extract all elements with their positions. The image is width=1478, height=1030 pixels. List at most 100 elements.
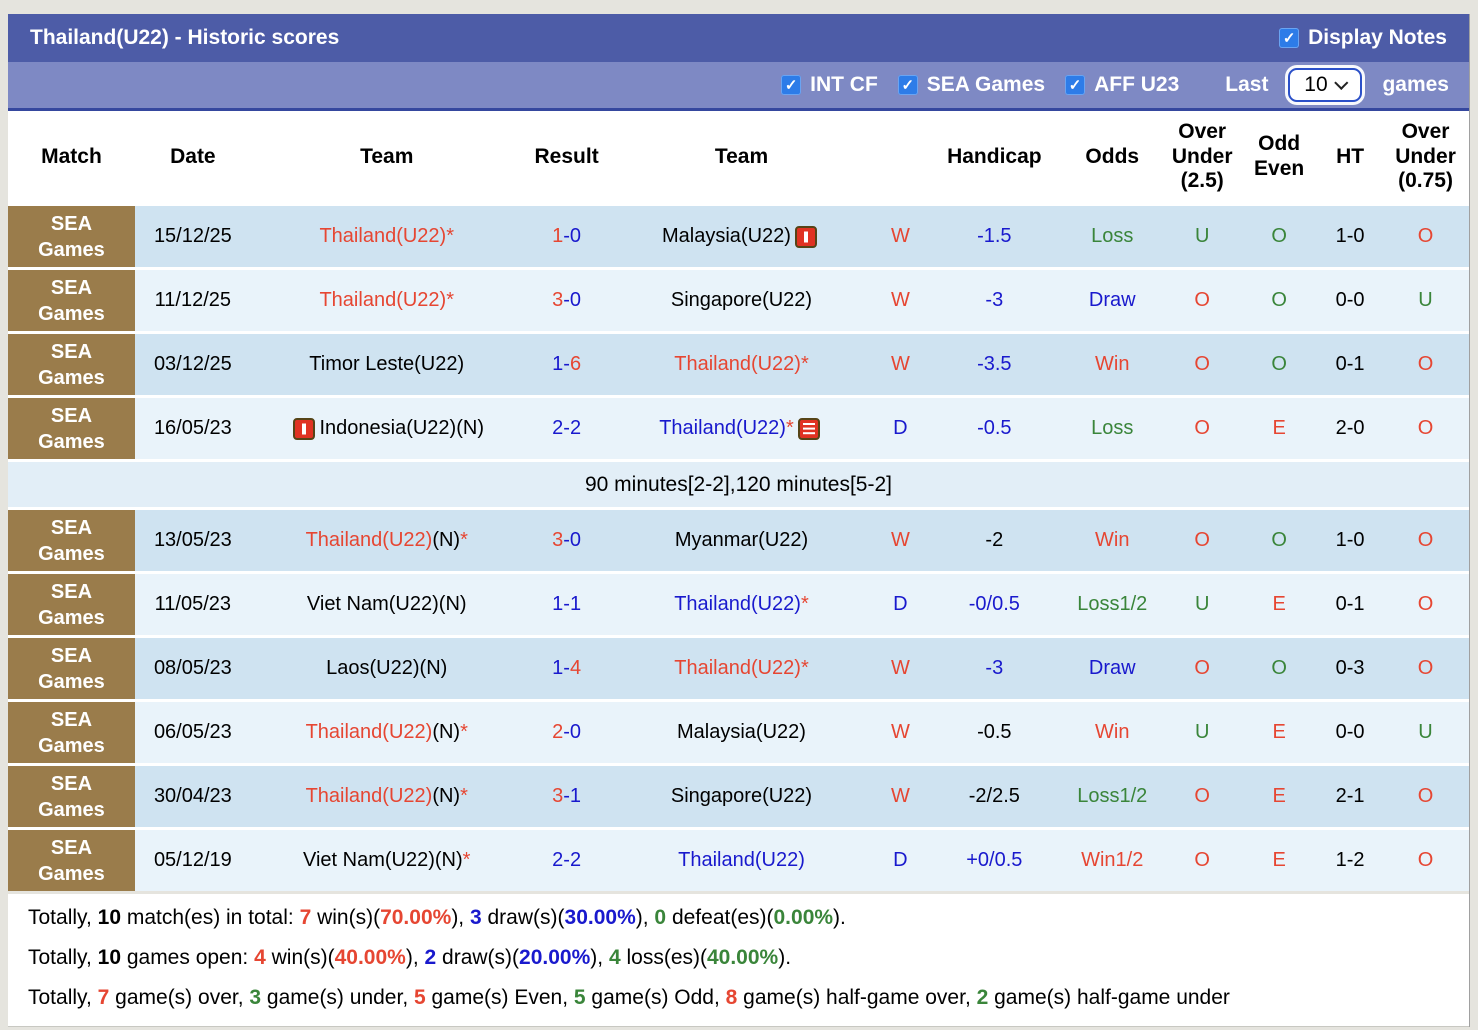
cell-match: SEA Games [8, 638, 135, 699]
display-notes-group: Display Notes [1279, 26, 1447, 50]
cell-text: 06/05/23 [153, 721, 232, 743]
text-segment: (N) [432, 785, 461, 807]
filter-aff-u23: AFF U23 [1065, 73, 1179, 97]
cell-handicap: -3.5 [928, 334, 1061, 395]
cell-result: 3 -0 [522, 510, 611, 571]
cell-team2: Malaysia(U22) [610, 702, 873, 763]
text-segment: O [1417, 849, 1434, 871]
text-segment: D [893, 849, 908, 871]
cell-ou075: O [1382, 398, 1469, 459]
cell-text: 2-1 [1335, 785, 1365, 807]
text-segment: O [1271, 529, 1287, 551]
cell-ou25: O [1164, 398, 1241, 459]
text-segment: -0 [563, 289, 582, 311]
cell-result: 2-2 [522, 830, 611, 891]
cell-oddeven: O [1240, 510, 1319, 571]
display-notes-checkbox[interactable] [1279, 28, 1300, 48]
text-segment: -3 [985, 657, 1004, 679]
text-segment: win(s)( [265, 946, 335, 969]
text-segment: E [1272, 785, 1286, 807]
text-segment: -0/0.5 [968, 593, 1020, 615]
cell-handicap: -0.5 [928, 398, 1061, 459]
cell-team2: Thailand(U22) [610, 830, 873, 891]
text-segment: -0.5 [977, 721, 1012, 743]
text-segment: W [890, 785, 910, 807]
column-header-team1: Team [251, 145, 523, 170]
text-segment: O [1194, 849, 1210, 871]
cell-oddeven: O [1240, 270, 1319, 331]
cell-team1: Indonesia(U22)(N) [250, 398, 523, 459]
text-segment: O [1194, 657, 1210, 679]
text-segment: ), [590, 946, 609, 969]
text-segment: O [1194, 785, 1210, 807]
text-segment: Thailand(U22) [659, 417, 786, 439]
cell-handicap: -0.5 [928, 702, 1061, 763]
table-row: SEA Games 08/05/23 Laos(U22)(N) 1- 4 Thailand… [8, 638, 1469, 699]
cell-wdl: W [872, 702, 929, 763]
cell-result: 3 -1 [522, 766, 611, 827]
cell-text: 0-1 [1335, 353, 1365, 375]
sea-games-checkbox[interactable] [897, 75, 918, 95]
cell-ou075: O [1382, 334, 1469, 395]
cell-oddeven: O [1240, 638, 1319, 699]
text-segment: U [1194, 225, 1210, 247]
text-segment: 7 [299, 906, 312, 929]
text-segment: games open: [121, 946, 255, 969]
aff-u23-checkbox[interactable] [1065, 75, 1086, 95]
cell-text: 30/04/23 [153, 785, 232, 807]
cell-team1: Viet Nam(U22)(N) [250, 574, 523, 635]
header-line: Handicap [947, 144, 1042, 168]
text-segment: O [1194, 353, 1210, 375]
text-segment: loss(es)( [620, 946, 707, 969]
text-segment: * [460, 529, 468, 551]
cell-wdl: W [872, 334, 929, 395]
match-type-badge: SEA Games [38, 836, 105, 885]
text-segment: -1.5 [977, 225, 1012, 247]
page-title: Thailand(U22) - Historic scores [30, 26, 340, 49]
cell-handicap: -0/0.5 [928, 574, 1061, 635]
cell-odds: Win1/2 [1060, 830, 1165, 891]
summary: Totally, 10 match(es) in total: 7 win(s)… [8, 894, 1469, 1027]
text-segment: 10 [97, 906, 121, 929]
cell-text: 03/12/25 [153, 353, 232, 375]
filter-int-cf: INT CF [781, 73, 878, 97]
cell-result: 3 -0 [522, 270, 611, 331]
text-segment: -0.5 [977, 417, 1012, 439]
text-segment: (N) [432, 529, 461, 551]
cell-date: 11/12/25 [134, 270, 251, 331]
table-row: SEA Games 30/04/23 Thailand(U22) (N) * 3 -1 Sin… [8, 766, 1469, 827]
cell-team2: Thailand(U22)* [610, 574, 873, 635]
cell-ou075: O [1382, 830, 1469, 891]
text-segment: E [1272, 417, 1286, 439]
aff-u23-label: AFF U23 [1094, 73, 1180, 96]
column-header-ht: HT [1318, 145, 1382, 170]
text-segment: 7 [97, 986, 110, 1009]
int-cf-checkbox[interactable] [781, 75, 802, 95]
text-segment: E [1272, 721, 1286, 743]
filter-sea-games: SEA Games [897, 73, 1045, 97]
text-segment: 2 [552, 721, 564, 743]
last-games-select[interactable]: 10 [1288, 68, 1363, 102]
text-segment: 3 [552, 785, 564, 807]
text-segment: 5 [573, 986, 586, 1009]
text-segment: game(s) Even, [425, 986, 574, 1009]
cell-result: 1 -0 [522, 206, 611, 267]
text-segment: +0/0.5 [966, 849, 1023, 871]
cell-ou25: O [1164, 638, 1241, 699]
match-type-badge: SEA Games [38, 772, 105, 821]
cell-oddeven: E [1240, 398, 1319, 459]
cell-text: 15/12/25 [153, 225, 232, 247]
cell-date: 06/05/23 [134, 702, 251, 763]
text-segment: O [1271, 657, 1287, 679]
summary-line: Totally, 10 match(es) in total: 7 win(s)… [28, 898, 1469, 938]
text-segment: * [785, 417, 794, 439]
text-segment: 6 [569, 353, 582, 375]
text-segment: Loss1/2 [1077, 785, 1148, 807]
cell-date: 08/05/23 [134, 638, 251, 699]
cell-odds: Win [1060, 334, 1165, 395]
match-type-badge: SEA Games [38, 516, 105, 565]
text-segment: 3 [552, 529, 564, 551]
table-header-row: Match Date Team Result Team Handicap Odds Over U… [8, 111, 1469, 203]
text-segment: 2-2 [552, 849, 582, 871]
text-segment: Laos(U22)(N) [326, 657, 448, 679]
